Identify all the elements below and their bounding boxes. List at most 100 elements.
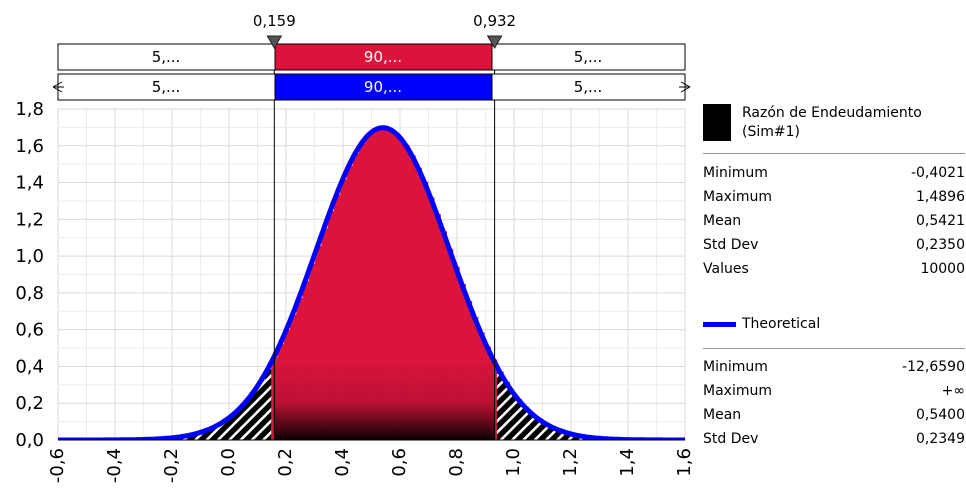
stat-row: Mean 0,5421 [703, 209, 965, 233]
x-tick-label: 0,8 [446, 448, 467, 477]
histogram-bar [496, 371, 504, 440]
y-tick-label: 1,0 [15, 246, 44, 267]
band-sim-left-label: 5,... [152, 48, 181, 66]
histogram-bar [365, 135, 372, 440]
middle-fade-overlay [274, 357, 495, 440]
histogram-bar [509, 391, 517, 440]
stat-value: 10000 [920, 261, 965, 277]
histogram-bar [521, 406, 529, 440]
x-tick-label: 0,0 [218, 448, 239, 477]
histogram-bar [453, 266, 460, 440]
stat-label: Minimum [703, 359, 768, 375]
histogram-bar [358, 143, 366, 440]
histogram-bar [346, 165, 353, 440]
x-tick-label: 1,0 [503, 448, 524, 477]
left-extends-arrow-icon [52, 81, 64, 93]
stat-value: 0,2349 [916, 431, 965, 447]
histogram-bar [327, 211, 335, 440]
band-sim-right-label: 5,... [574, 48, 603, 66]
y-tick-label: 1,8 [15, 99, 44, 120]
y-tick-label: 1,4 [15, 173, 44, 194]
histogram-bar [315, 245, 322, 440]
histogram-bar [208, 428, 216, 440]
left-marker-handle-icon[interactable] [266, 35, 283, 49]
y-tick-label: 0,4 [15, 356, 44, 377]
histogram-bar [528, 412, 535, 440]
histogram-bar [565, 433, 573, 440]
stat-value: 0,5400 [916, 407, 965, 423]
stat-row: Minimum -0,4021 [703, 161, 965, 185]
stat-row: Maximum 1,4896 [703, 185, 965, 209]
legend-sim-entry: Razón de Endeudamiento (Sim#1) [703, 100, 966, 152]
simulation-swatch [703, 104, 731, 141]
histogram-bar [559, 431, 567, 440]
histogram-bar [333, 194, 341, 440]
histogram-bar [189, 434, 197, 440]
stat-value: -12,6590 [902, 359, 965, 375]
histogram-bar [446, 248, 454, 440]
stat-value: 0,5421 [916, 213, 965, 229]
right-marker-handle-icon[interactable] [486, 35, 503, 49]
histogram-bar [396, 136, 404, 440]
histogram-bar [340, 179, 347, 440]
x-tick-label: 0,6 [389, 448, 410, 477]
histogram-bar [221, 421, 228, 440]
stat-label: Std Dev [703, 431, 759, 447]
band-theo-middle-label: 90,... [364, 78, 402, 96]
band-theo-middle-box [274, 73, 493, 101]
left-marker-value: 0,159 [253, 12, 296, 30]
histogram-bar [402, 144, 410, 440]
stat-label: Std Dev [703, 237, 759, 253]
simulation-legend-title: Razón de Endeudamiento (Sim#1) [742, 105, 922, 140]
histogram-bar [384, 128, 391, 440]
x-tick-label: 0,4 [332, 448, 353, 477]
y-tick-label: 0,0 [15, 430, 44, 451]
right-extends-arrow-icon [679, 81, 691, 93]
x-tick-label: 0,2 [275, 448, 296, 477]
band-sim-middle-box [274, 43, 493, 71]
histogram-bar [377, 128, 385, 440]
x-tick-label: -0,6 [47, 448, 68, 483]
legend-divider [703, 348, 965, 349]
stat-row: Std Dev 0,2350 [703, 233, 965, 257]
stat-row: Minimum -12,6590 [703, 355, 965, 379]
histogram-bar [321, 228, 328, 440]
histogram-bar [246, 398, 253, 440]
y-tick-label: 0,8 [15, 283, 44, 304]
stat-label: Maximum [703, 383, 772, 399]
band-sim-middle-label: 90,... [364, 48, 402, 66]
theoretical-legend-title: Theoretical [742, 316, 821, 332]
x-tick-label: 1,2 [560, 448, 581, 477]
histogram-bar [258, 380, 266, 440]
stat-row: Std Dev 0,2349 [703, 427, 965, 451]
stat-row: Values 10000 [703, 257, 965, 281]
histogram-bar [227, 417, 234, 440]
x-tick-label: 1,4 [617, 448, 638, 477]
theoretical-swatch [703, 322, 736, 327]
band-theo-right-label: 5,... [574, 78, 603, 96]
band-theoretical: 5,... 90,... 5,... [52, 73, 691, 101]
histogram-bar [264, 369, 272, 440]
histogram-bar [553, 428, 560, 440]
histogram-bar [409, 155, 416, 440]
histogram-bar [434, 214, 441, 440]
histogram-bar [390, 131, 397, 440]
histogram-bar [503, 381, 510, 440]
x-tick-label: 1,6 [674, 448, 695, 477]
stat-label: Mean [703, 213, 742, 229]
stat-row: Mean 0,5400 [703, 403, 965, 427]
histogram-bar [233, 411, 241, 440]
stat-value: 1,4896 [916, 189, 965, 205]
stat-row: Maximum +∞ [703, 379, 965, 403]
histogram-bar [515, 399, 523, 440]
histogram-bar [547, 425, 554, 440]
y-tick-label: 1,2 [15, 209, 44, 230]
y-tick-label: 0,6 [15, 320, 44, 341]
histogram-bar [239, 405, 247, 440]
histogram-bar [440, 231, 448, 440]
stat-value: 0,2350 [916, 237, 965, 253]
histogram-bar [195, 432, 203, 440]
y-tick-label: 1,6 [15, 136, 44, 157]
x-tick-label: -0,2 [161, 448, 182, 483]
